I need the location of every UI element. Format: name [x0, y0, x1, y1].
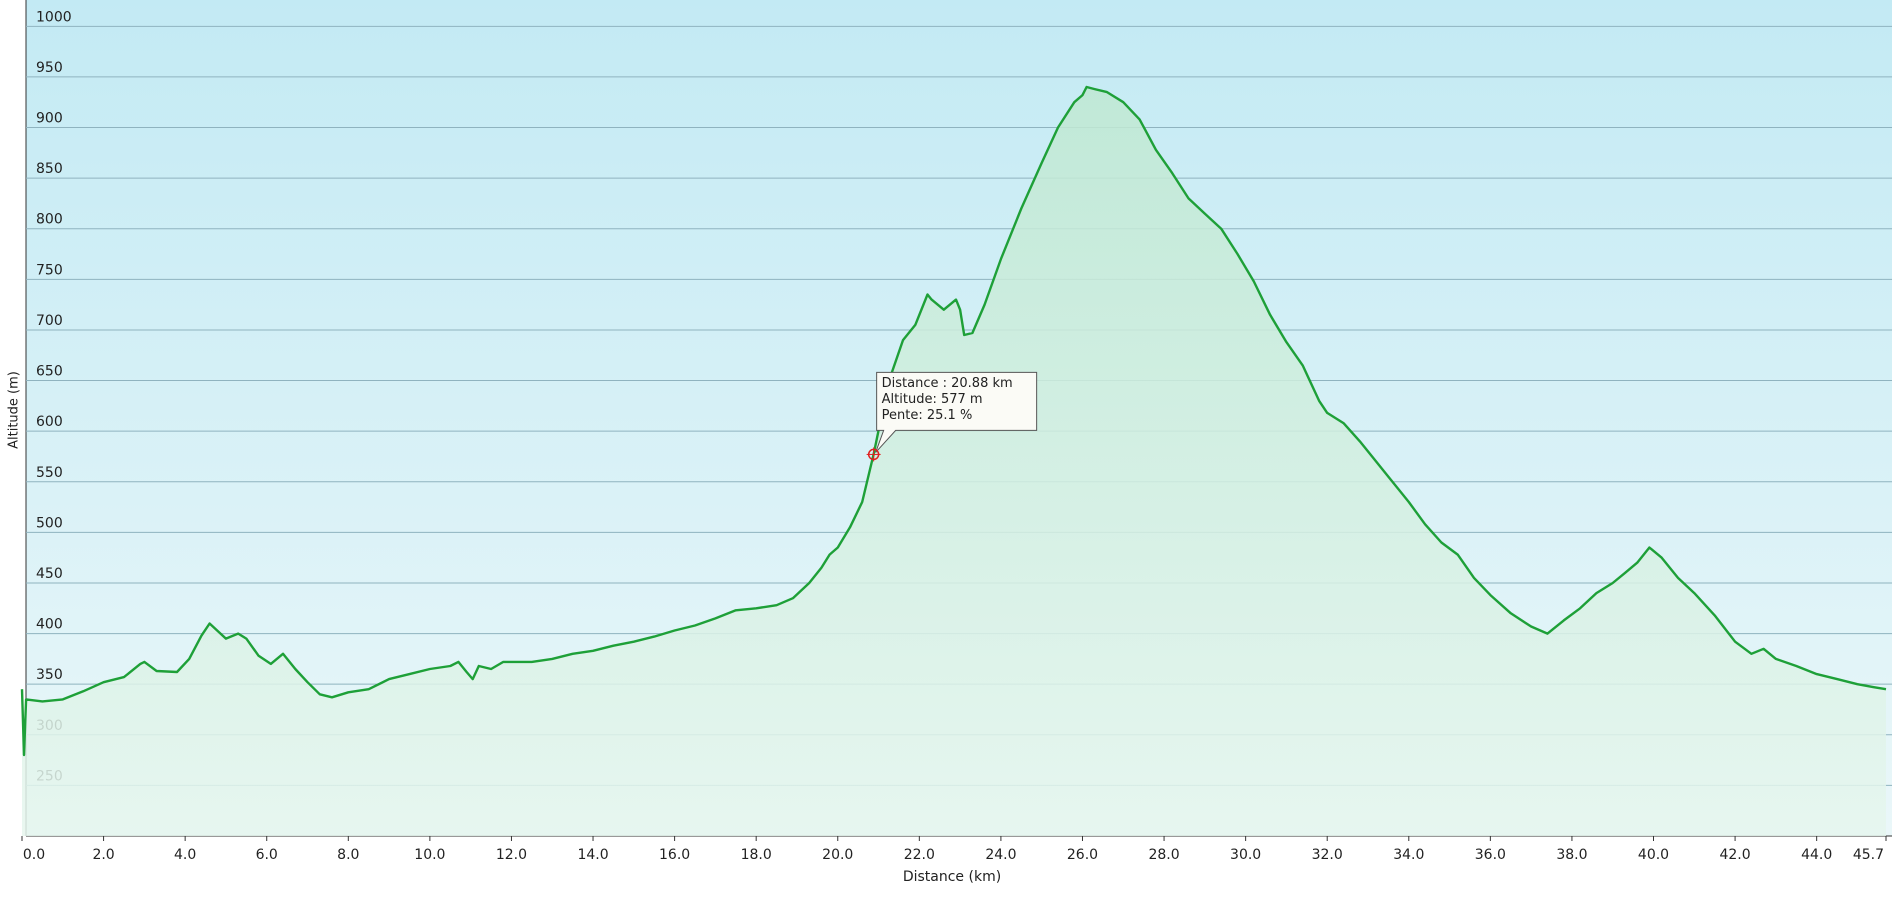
x-tick-label: 28.0	[1148, 847, 1179, 863]
x-tick-label: 38.0	[1556, 847, 1587, 863]
x-tick-label: 20.0	[822, 847, 853, 863]
y-tick-label: 850	[36, 161, 63, 177]
x-tick-label: 45.7	[1853, 847, 1884, 863]
x-tick-label: 22.0	[904, 847, 935, 863]
y-tick-label: 700	[36, 313, 63, 329]
tooltip-box	[875, 371, 1038, 453]
y-tick-label: 600	[36, 414, 63, 430]
x-tick-label: 34.0	[1393, 847, 1424, 863]
x-axis-label: Distance (km)	[903, 869, 1001, 885]
tooltip-line: Pente: 25.1 %	[882, 408, 973, 423]
y-tick-label: 900	[36, 111, 63, 127]
y-tick-label: 350	[36, 667, 63, 683]
x-tick-label: 40.0	[1638, 847, 1669, 863]
x-tick-label: 2.0	[92, 847, 114, 863]
y-tick-label: 450	[36, 566, 63, 582]
y-axis-label: Altitude (m)	[7, 371, 22, 449]
x-tick-label: 24.0	[985, 847, 1016, 863]
y-tick-label: 950	[36, 60, 63, 76]
x-tick-label: 32.0	[1312, 847, 1343, 863]
x-tick-label: 42.0	[1719, 847, 1750, 863]
x-tick-label: 8.0	[337, 847, 359, 863]
profile-line	[20, 85, 1887, 757]
x-tick-label: 10.0	[414, 847, 445, 863]
x-tick-label: 6.0	[256, 847, 278, 863]
y-tick-label: 800	[36, 212, 63, 228]
x-tick-label: 0.0	[23, 847, 45, 863]
area-fill	[22, 87, 1886, 836]
y-tick-label: 650	[36, 364, 63, 380]
x-tick-label: 12.0	[496, 847, 527, 863]
tooltip-line: Altitude: 577 m	[882, 392, 983, 407]
x-tick-label: 14.0	[577, 847, 608, 863]
x-tick-label: 18.0	[741, 847, 772, 863]
x-tick-label: 4.0	[174, 847, 196, 863]
y-tick-label: 400	[36, 617, 63, 633]
tooltip-line: Distance : 20.88 km	[882, 376, 1013, 391]
x-tick-label: 44.0	[1801, 847, 1832, 863]
x-tick-label: 36.0	[1475, 847, 1506, 863]
x-tick-label: 26.0	[1067, 847, 1098, 863]
y-tick-label: 550	[36, 465, 63, 481]
y-tick-label: 750	[36, 262, 63, 278]
y-tick-label: 1000	[36, 9, 72, 25]
x-tick-label: 16.0	[659, 847, 690, 863]
y-tick-label: 500	[36, 515, 63, 531]
x-tick-label: 30.0	[1230, 847, 1261, 863]
